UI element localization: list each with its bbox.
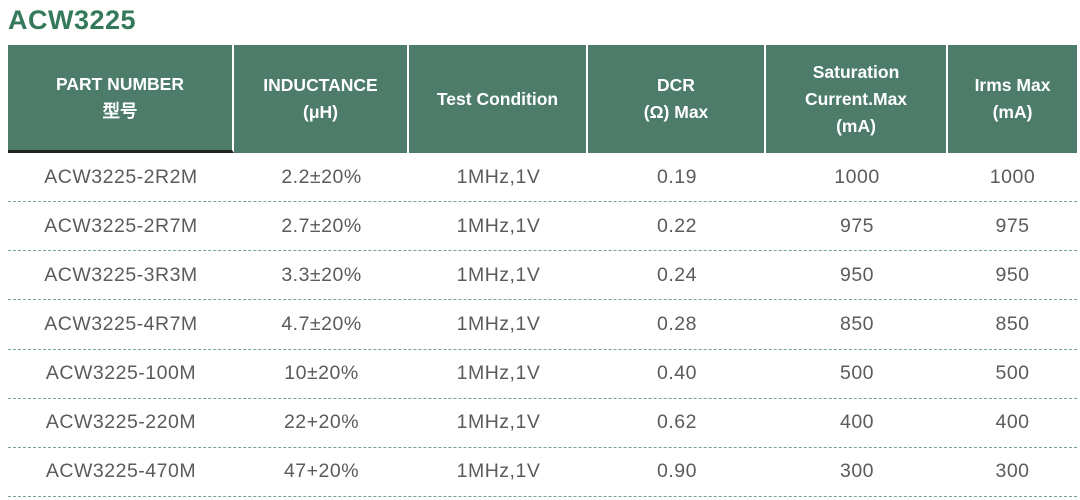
cell-dcr: 0.24 bbox=[657, 263, 697, 286]
cell-irms-max: 500 bbox=[995, 362, 1030, 385]
cell-dcr: 0.40 bbox=[657, 362, 697, 385]
cell-saturation-current: 1000 bbox=[834, 165, 880, 188]
table-row: ACW3225-4R7M 4.7±20% 1MHz,1V 0.28 850 85… bbox=[8, 300, 1077, 350]
cell-part-number: ACW3225-4R7M bbox=[44, 312, 198, 335]
header-label: Current.Max bbox=[804, 88, 908, 109]
cell-part-number: ACW3225-2R7M bbox=[44, 214, 198, 237]
cell-saturation-current: 975 bbox=[839, 214, 875, 237]
header-label: Test Condition bbox=[436, 88, 559, 109]
table-header-row: PART NUMBER 型号 INDUCTANCE (μH) Test Cond… bbox=[8, 45, 1077, 153]
header-label: PART NUMBER bbox=[55, 73, 184, 94]
table-row: ACW3225-3R3M 3.3±20% 1MHz,1V 0.24 950 95… bbox=[8, 251, 1077, 301]
header-label: INDUCTANCE bbox=[263, 75, 378, 95]
header-cell-inductance: INDUCTANCE (μH) bbox=[234, 45, 409, 153]
table-row: ACW3225-2R2M 2.2±20% 1MHz,1V 0.19 1000 1… bbox=[8, 153, 1077, 203]
cell-dcr: 0.90 bbox=[657, 460, 697, 483]
cell-saturation-current: 950 bbox=[839, 263, 875, 286]
cell-saturation-current: 500 bbox=[839, 362, 875, 385]
cell-test-condition: 1MHz,1V bbox=[456, 263, 541, 286]
cell-dcr: 0.22 bbox=[657, 214, 697, 237]
cell-test-condition: 1MHz,1V bbox=[456, 312, 541, 335]
cell-inductance: 4.7±20% bbox=[281, 312, 362, 335]
header-cell-dcr: DCR (Ω) Max bbox=[588, 45, 766, 153]
table-row: ACW3225-220M 22+20% 1MHz,1V 0.62 400 400 bbox=[8, 399, 1077, 448]
header-label: Irms Max bbox=[974, 75, 1051, 95]
cell-irms-max: 850 bbox=[995, 312, 1030, 335]
cell-inductance: 3.3±20% bbox=[281, 263, 362, 286]
table-row: ACW3225-100M 10±20% 1MHz,1V 0.40 500 500 bbox=[8, 350, 1077, 399]
header-label: (μH) bbox=[303, 102, 338, 122]
cell-inductance: 2.2±20% bbox=[281, 165, 362, 188]
cell-part-number: ACW3225-3R3M bbox=[44, 263, 198, 286]
header-label: 型号 bbox=[102, 100, 138, 121]
header-cell-saturation-current: Saturation Current.Max (mA) bbox=[766, 45, 948, 153]
header-cell-irms-max: Irms Max (mA) bbox=[948, 45, 1077, 153]
cell-inductance: 2.7±20% bbox=[281, 214, 362, 237]
header-cell-part-number: PART NUMBER 型号 bbox=[8, 45, 234, 153]
cell-test-condition: 1MHz,1V bbox=[456, 362, 541, 385]
header-label: (mA) bbox=[992, 102, 1033, 122]
table-row: ACW3225-470M 47+20% 1MHz,1V 0.90 300 300 bbox=[8, 448, 1077, 497]
header-label: Saturation bbox=[812, 61, 900, 82]
cell-irms-max: 300 bbox=[995, 460, 1030, 483]
page-title: ACW3225 bbox=[8, 5, 137, 35]
cell-dcr: 0.62 bbox=[657, 411, 697, 434]
cell-inductance: 10±20% bbox=[284, 362, 359, 385]
cell-inductance: 47+20% bbox=[283, 460, 360, 483]
cell-irms-max: 400 bbox=[995, 411, 1030, 434]
cell-saturation-current: 850 bbox=[839, 312, 875, 335]
table-body: ACW3225-2R2M 2.2±20% 1MHz,1V 0.19 1000 1… bbox=[8, 153, 1077, 497]
cell-test-condition: 1MHz,1V bbox=[456, 165, 541, 188]
table-row: ACW3225-2R7M 2.7±20% 1MHz,1V 0.22 975 97… bbox=[8, 202, 1077, 252]
cell-dcr: 0.19 bbox=[657, 165, 697, 188]
header-label: DCR bbox=[657, 75, 695, 95]
cell-test-condition: 1MHz,1V bbox=[456, 411, 541, 434]
cell-irms-max: 950 bbox=[995, 263, 1030, 286]
cell-irms-max: 975 bbox=[995, 214, 1030, 237]
cell-inductance: 22+20% bbox=[283, 411, 360, 434]
cell-saturation-current: 400 bbox=[839, 411, 875, 434]
header-label: (mA) bbox=[836, 115, 876, 136]
cell-part-number: ACW3225-470M bbox=[45, 460, 197, 483]
cell-saturation-current: 300 bbox=[839, 460, 875, 483]
cell-irms-max: 1000 bbox=[989, 165, 1036, 188]
header-cell-test-condition: Test Condition bbox=[409, 45, 588, 153]
cell-test-condition: 1MHz,1V bbox=[456, 214, 541, 237]
cell-test-condition: 1MHz,1V bbox=[456, 460, 541, 483]
header-label: (Ω) Max bbox=[643, 102, 709, 122]
cell-part-number: ACW3225-2R2M bbox=[44, 165, 198, 188]
cell-part-number: ACW3225-100M bbox=[45, 362, 197, 385]
cell-dcr: 0.28 bbox=[657, 312, 697, 335]
cell-part-number: ACW3225-220M bbox=[45, 411, 197, 434]
